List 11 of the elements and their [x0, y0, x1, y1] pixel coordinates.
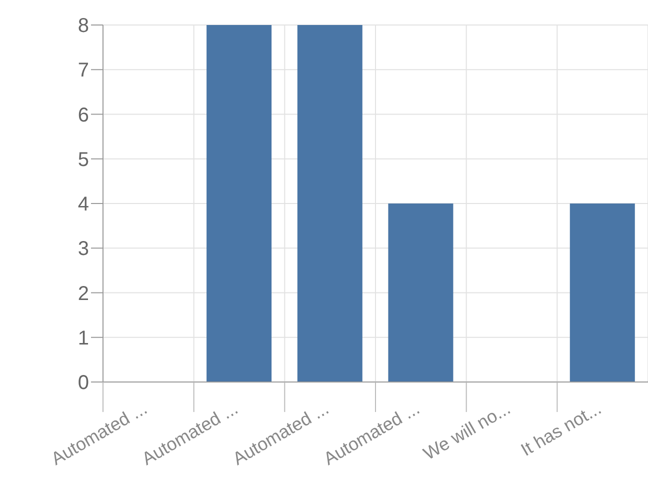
y-tick-label: 2 — [78, 282, 89, 305]
y-tick-label: 8 — [78, 15, 89, 38]
x-tick-label: It has not... — [517, 398, 605, 460]
y-tick-label: 0 — [78, 372, 89, 394]
y-tick-label: 5 — [78, 148, 89, 171]
y-tick-label: 4 — [78, 194, 89, 216]
x-tick-label: We will no... — [420, 398, 514, 464]
y-tick-label: 6 — [78, 104, 89, 126]
y-tick-label: 3 — [78, 238, 89, 260]
y-tick-label: 7 — [78, 60, 89, 82]
y-tick-label: 1 — [78, 327, 89, 350]
